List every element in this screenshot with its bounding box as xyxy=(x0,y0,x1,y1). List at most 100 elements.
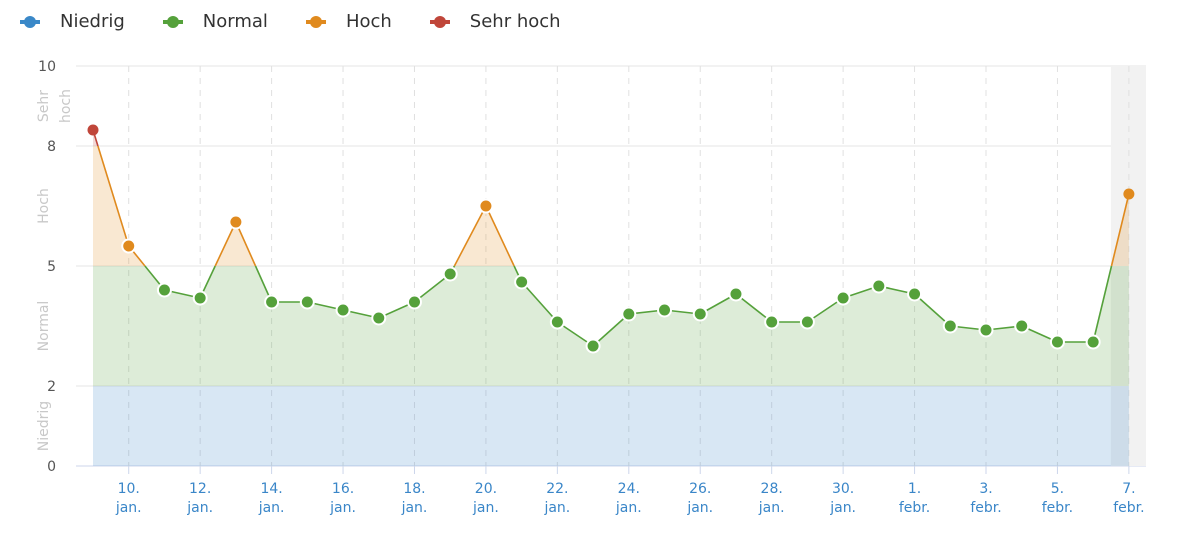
legend-marker-icon xyxy=(20,15,40,28)
x-tick-label: jan. xyxy=(258,500,285,516)
data-point[interactable] xyxy=(406,294,422,310)
data-point[interactable] xyxy=(764,314,780,330)
data-point[interactable] xyxy=(871,278,887,294)
data-point[interactable] xyxy=(657,302,673,318)
band-label: Normal xyxy=(36,301,52,352)
x-tick-label: 26. xyxy=(689,481,711,497)
x-tick-label: 12. xyxy=(189,481,211,497)
legend-marker-icon xyxy=(305,15,326,28)
y-tick-label: 2 xyxy=(47,379,56,395)
x-tick-label: 3. xyxy=(979,481,992,497)
y-tick-label: 5 xyxy=(47,259,56,275)
x-tick-label: jan. xyxy=(829,500,856,516)
x-tick-label: 10. xyxy=(118,481,140,497)
current-day-highlight xyxy=(1110,66,1146,466)
x-tick-label: 24. xyxy=(618,481,640,497)
data-point[interactable] xyxy=(1085,334,1101,350)
x-tick-label: febr. xyxy=(1042,500,1073,516)
legend-item-niedrig[interactable]: Niedrig xyxy=(20,11,125,32)
x-tick-label: jan. xyxy=(615,500,642,516)
band-fill-normal xyxy=(93,266,1129,386)
series-line xyxy=(97,145,130,247)
x-tick-label: 18. xyxy=(403,481,425,497)
legend-marker-icon xyxy=(429,15,450,28)
x-tick-label: 28. xyxy=(761,481,783,497)
legend-item-hoch[interactable]: Hoch xyxy=(305,11,392,32)
series-line xyxy=(592,313,630,347)
series-line xyxy=(735,293,773,323)
data-point[interactable] xyxy=(192,290,208,306)
data-point[interactable] xyxy=(514,274,530,290)
x-tick-label: febr. xyxy=(970,500,1001,516)
series-line xyxy=(1092,265,1113,343)
band-label: Sehr xyxy=(36,90,52,122)
series-line xyxy=(413,273,451,303)
y-tick-label: 8 xyxy=(47,139,56,155)
x-tick-label: 5. xyxy=(1051,481,1064,497)
legend-item-normal[interactable]: Normal xyxy=(162,11,268,32)
data-point[interactable] xyxy=(299,294,315,310)
x-tick-label: jan. xyxy=(758,500,785,516)
data-point[interactable] xyxy=(907,286,923,302)
series-line xyxy=(235,221,257,267)
data-point[interactable] xyxy=(692,306,708,322)
data-point[interactable] xyxy=(156,282,172,298)
series-line xyxy=(453,205,487,267)
x-tick-label: 20. xyxy=(475,481,497,497)
data-point[interactable] xyxy=(87,124,99,136)
legend-label: Normal xyxy=(202,11,268,32)
series-line xyxy=(214,221,237,267)
band-label: hoch xyxy=(58,89,74,123)
legend-marker-icon xyxy=(162,15,183,28)
x-tick-label: 7. xyxy=(1122,481,1135,497)
band-label: Niedrig xyxy=(36,401,52,451)
band-fill-sehr-hoch xyxy=(93,130,1129,146)
data-point[interactable] xyxy=(121,238,137,254)
band-fill-hoch xyxy=(93,146,1129,266)
legend-label: Niedrig xyxy=(60,11,125,32)
data-point[interactable] xyxy=(371,310,387,326)
data-point[interactable] xyxy=(228,214,244,230)
legend-label: Sehr hoch xyxy=(469,11,561,32)
data-point[interactable] xyxy=(478,198,494,214)
data-point[interactable] xyxy=(978,322,994,338)
data-point[interactable] xyxy=(728,286,744,302)
legend-item-sehr-hoch[interactable]: Sehr hoch xyxy=(429,11,561,32)
x-tick-label: jan. xyxy=(115,500,142,516)
y-tick-label: 10 xyxy=(38,59,56,75)
x-tick-label: 30. xyxy=(832,481,854,497)
x-tick-label: jan. xyxy=(401,500,428,516)
data-point[interactable] xyxy=(264,294,280,310)
x-tick-label: jan. xyxy=(329,500,356,516)
band-fill-niedrig xyxy=(93,386,1129,466)
data-point[interactable] xyxy=(335,302,351,318)
data-point[interactable] xyxy=(799,314,815,330)
data-point[interactable] xyxy=(1014,318,1030,334)
x-tick-label: 22. xyxy=(546,481,568,497)
x-tick-label: febr. xyxy=(899,500,930,516)
data-point[interactable] xyxy=(1049,334,1065,350)
x-tick-label: febr. xyxy=(1113,500,1144,516)
series-line xyxy=(521,281,558,323)
x-tick-label: jan. xyxy=(472,500,499,516)
band-label: Hoch xyxy=(36,188,52,224)
data-point[interactable] xyxy=(442,266,458,282)
data-point[interactable] xyxy=(621,306,637,322)
x-tick-label: jan. xyxy=(186,500,213,516)
x-tick-label: jan. xyxy=(543,500,570,516)
series-line xyxy=(485,205,515,267)
chart-legend: Niedrig Normal Hoch Sehr hoch xyxy=(20,11,599,32)
series-line xyxy=(1110,193,1130,267)
data-point[interactable] xyxy=(835,290,851,306)
x-tick-label: jan. xyxy=(686,500,713,516)
y-tick-label: 0 xyxy=(47,459,56,475)
data-point[interactable] xyxy=(585,338,601,354)
x-tick-label: 14. xyxy=(260,481,282,497)
x-tick-label: 1. xyxy=(908,481,921,497)
data-point[interactable] xyxy=(549,314,565,330)
data-point[interactable] xyxy=(1123,188,1135,200)
data-point[interactable] xyxy=(942,318,958,334)
x-tick-label: 16. xyxy=(332,481,354,497)
series-line xyxy=(914,293,951,327)
